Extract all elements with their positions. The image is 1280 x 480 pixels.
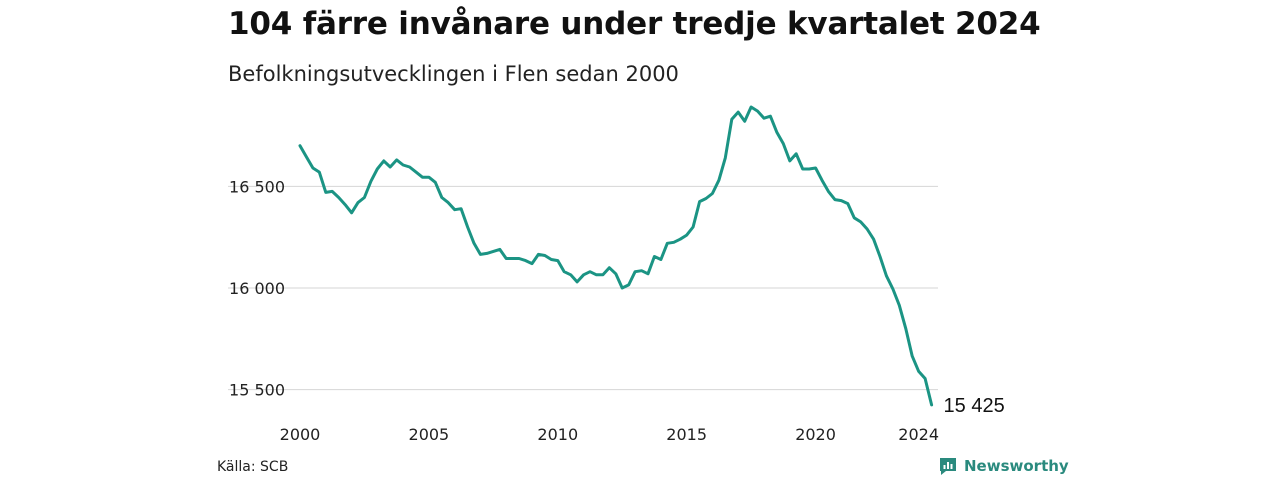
gridlines: [228, 185, 938, 391]
y-axis: 15 500 16 000 16 500: [229, 177, 285, 399]
x-tick-label: 2010: [537, 425, 578, 444]
chart-title: 104 färre invånare under tredje kvartale…: [228, 6, 1041, 42]
brand-logo[interactable]: Newsworthy: [938, 456, 1069, 476]
x-axis: 2000 2005 2010 2015 2020 2024: [280, 425, 939, 444]
x-tick-label: 2000: [280, 425, 321, 444]
brand-name: Newsworthy: [964, 457, 1069, 475]
end-value-label: 15 425: [944, 395, 1005, 417]
source-note: Källa: SCB: [217, 459, 289, 475]
y-tick-label: 16 000: [229, 279, 285, 298]
x-tick-label: 2005: [409, 425, 450, 444]
x-tick-label: 2020: [795, 425, 836, 444]
chart-subtitle: Befolkningsutvecklingen i Flen sedan 200…: [228, 62, 679, 86]
x-tick-label: 2024: [898, 425, 939, 444]
y-tick-label: 15 500: [229, 381, 285, 400]
y-tick-label: 16 500: [229, 177, 285, 196]
newsworthy-logo-icon: [940, 458, 956, 475]
x-tick-label: 2015: [666, 425, 707, 444]
series-line: [298, 105, 934, 407]
